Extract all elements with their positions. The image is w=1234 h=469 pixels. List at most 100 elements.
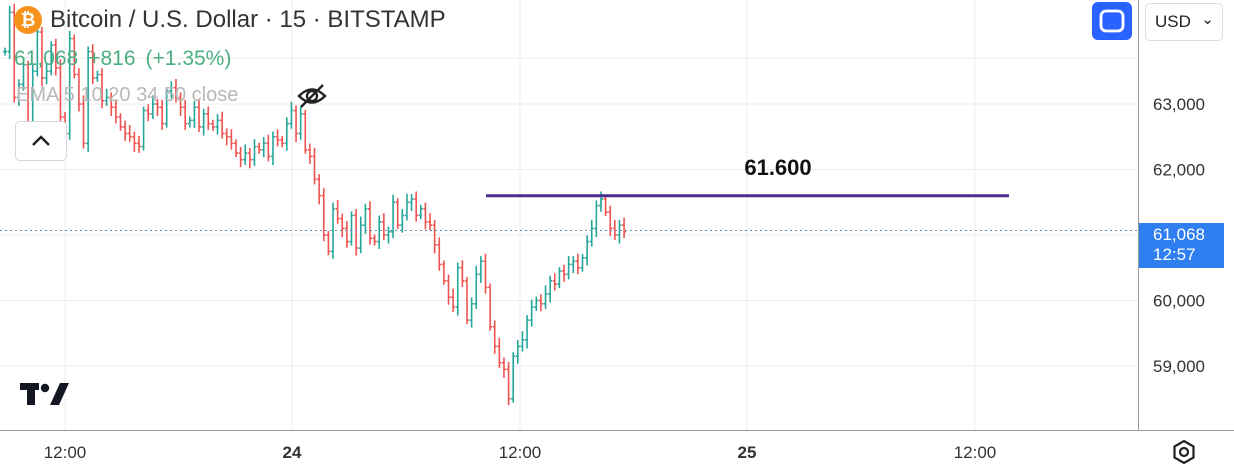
candle [552, 273, 557, 291]
candle [455, 262, 460, 316]
candle [520, 331, 525, 352]
candle [400, 209, 405, 233]
candle [206, 106, 211, 130]
candle [224, 128, 229, 146]
candle [335, 200, 340, 224]
candle [617, 220, 622, 244]
chevron-up-icon [32, 135, 50, 146]
candle [414, 191, 419, 222]
candle [515, 340, 520, 364]
candle [113, 99, 118, 124]
candle [497, 337, 502, 368]
candle [49, 41, 54, 76]
price-tick-label: 63,000 [1153, 95, 1205, 114]
tradingview-logo[interactable] [20, 380, 70, 408]
candle [506, 361, 511, 406]
candle [169, 81, 174, 99]
candle [317, 174, 322, 205]
candle [95, 70, 100, 82]
price-tick-label: 60,000 [1153, 292, 1205, 311]
candle [441, 260, 446, 285]
candle [127, 124, 132, 142]
candle [451, 288, 456, 313]
candle [580, 253, 585, 272]
candle [529, 299, 534, 327]
candle [562, 264, 567, 282]
candle [372, 234, 377, 246]
candle [197, 98, 202, 133]
candle [460, 260, 465, 288]
candle [488, 283, 493, 331]
candle [280, 136, 285, 148]
candle [238, 146, 243, 168]
candle [183, 99, 188, 130]
candle [284, 117, 289, 151]
candle [423, 202, 428, 230]
candle [395, 198, 400, 230]
candle [146, 104, 151, 122]
time-tick-label: 24 [283, 443, 302, 462]
candle [150, 95, 155, 119]
fullscreen-button[interactable] [1092, 2, 1132, 40]
candle [381, 213, 386, 241]
candle [548, 275, 553, 303]
candle [90, 44, 95, 85]
chevron-down-icon: ⌄ [1201, 11, 1214, 28]
time-axis[interactable]: 12:00 24 12:00 25 12:00 [44, 443, 997, 462]
candle [270, 131, 275, 166]
symbol-header[interactable]: ₿ Bitcoin / U.S. Dollar · 15 · BITSTAMP [14, 6, 446, 34]
candle [109, 92, 114, 116]
candle [257, 142, 262, 154]
candle [354, 209, 359, 256]
settings-gear-icon[interactable] [1170, 438, 1198, 466]
candle [377, 215, 382, 250]
candles-layer [3, 3, 627, 406]
candle [603, 195, 608, 217]
candle [312, 147, 317, 185]
candle [358, 216, 363, 254]
currency-selector[interactable]: USD ⌄ [1145, 3, 1223, 41]
candle [298, 106, 303, 140]
bitcoin-logo-icon: ₿ [14, 6, 42, 34]
candle [210, 119, 215, 131]
candle [446, 274, 451, 305]
candle [469, 297, 474, 328]
candle [76, 68, 81, 112]
candle [229, 129, 234, 150]
eye-off-icon[interactable] [296, 82, 328, 110]
indicator-legend[interactable]: EMA 5 10 20 34 50 close [16, 84, 239, 106]
candle [418, 204, 423, 220]
candle [326, 231, 331, 256]
collapse-legend-button[interactable] [15, 121, 67, 161]
candle [3, 47, 7, 56]
candle [608, 205, 613, 236]
candle [557, 267, 562, 289]
candle [538, 294, 543, 312]
level-label: 61.600 [744, 155, 811, 180]
candle [294, 105, 299, 143]
candle [86, 46, 91, 152]
chart-grid [0, 0, 1138, 430]
currency-value: USD [1155, 12, 1191, 31]
candle [215, 114, 220, 135]
candle [16, 79, 21, 107]
last-price: 61,068 [14, 47, 79, 70]
symbol-title[interactable]: Bitcoin / U.S. Dollar · 15 · BITSTAMP [50, 6, 446, 33]
candle [247, 148, 252, 169]
candle [344, 220, 349, 248]
candle [136, 135, 141, 153]
candle [261, 137, 266, 158]
candle [501, 357, 506, 378]
candle [594, 200, 599, 238]
candle [478, 256, 483, 283]
candle [437, 237, 442, 271]
candle [53, 38, 58, 76]
candle [391, 194, 396, 239]
price-tick-label: 59,000 [1153, 357, 1205, 376]
price-change: +816 [88, 47, 136, 70]
current-price-label: 61,068 12:57 [1139, 223, 1224, 268]
candle [525, 315, 530, 349]
candle [307, 143, 312, 164]
time-tick-label: 12:00 [954, 443, 997, 462]
